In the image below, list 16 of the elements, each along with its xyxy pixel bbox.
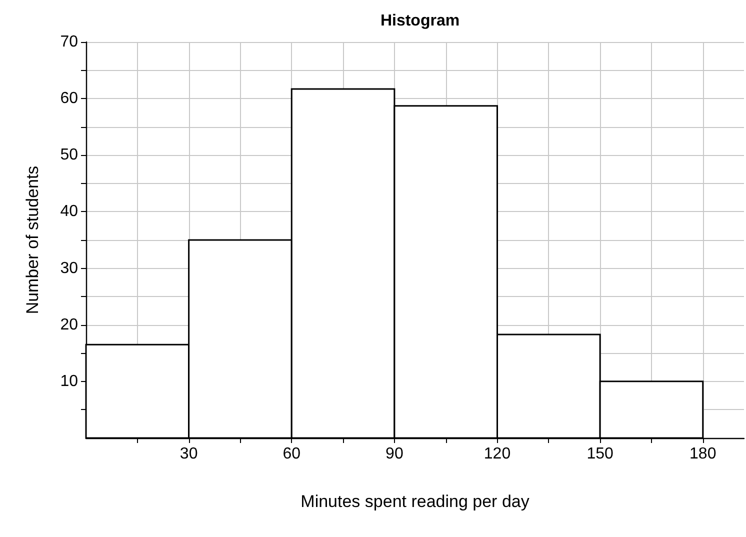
y-axis-title: Number of students <box>23 166 42 314</box>
x-tick-label: 90 <box>386 446 404 462</box>
x-tick-label: 150 <box>586 446 614 462</box>
x-tick-label: 60 <box>282 446 301 462</box>
y-tick-label: 30 <box>60 260 78 277</box>
x-tick-label: 120 <box>484 446 511 462</box>
y-tick-label: 20 <box>60 316 78 334</box>
x-axis-title: Minutes spent reading per day <box>300 492 530 511</box>
y-tick-label: 40 <box>60 203 78 220</box>
chart-title: Histogram <box>380 12 460 30</box>
y-tick-label: 60 <box>60 90 78 108</box>
x-tick-label: 30 <box>180 446 198 462</box>
y-tick-label: 50 <box>60 146 78 164</box>
y-tick-label: 70 <box>60 34 78 50</box>
y-tick-label: 10 <box>60 372 78 390</box>
x-tick-label: 180 <box>690 446 716 462</box>
